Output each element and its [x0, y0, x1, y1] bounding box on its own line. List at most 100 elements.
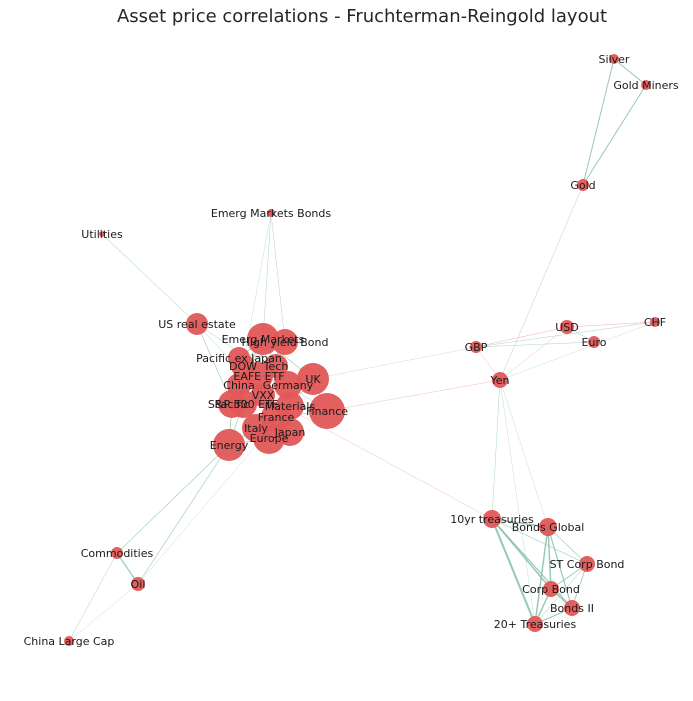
edge-yen-usd — [499, 326, 568, 381]
node-label-euro: Euro — [582, 336, 607, 349]
node-label-yen: Yen — [490, 374, 510, 387]
node-label-oil: Oil — [131, 578, 146, 591]
node-finance — [309, 393, 345, 429]
edge-oil-china-large-cap — [68, 583, 139, 642]
node-high-yield-bond — [272, 329, 298, 355]
edge-gold-yen — [499, 184, 584, 381]
edge-gbp-euro — [475, 341, 595, 348]
edge-utilities-us-real-estate — [101, 233, 198, 325]
nodes-layer — [64, 54, 660, 646]
node-label-utilities: Utilities — [81, 228, 123, 241]
edge-yen-chf — [499, 321, 656, 381]
edge-10yr-treasuries-bonds-global — [491, 518, 549, 528]
edge-emerg-markets-bonds-emerg-markets — [262, 212, 272, 340]
node-label-china: China — [223, 379, 254, 392]
node-oil — [131, 577, 145, 591]
node-corp-bond — [543, 581, 559, 597]
node-usd — [560, 320, 574, 334]
node-emerg-markets — [247, 323, 279, 355]
node-label-dow: DOW — [229, 360, 257, 373]
node-label-energy: Energy — [210, 439, 249, 452]
edge-10yr-treasuries-st-corp-bond — [491, 518, 588, 565]
node-label-europe: Europe — [250, 432, 289, 445]
node-china-large-cap — [64, 636, 74, 646]
edge-yen-bonds-global — [499, 379, 549, 528]
node-label-st-corp-bond: ST Corp Bond — [550, 558, 625, 571]
node-label-pacific-ex-japan: Pacific ex Japan — [196, 352, 282, 365]
edge-bonds-global-corp-bond — [547, 526, 552, 590]
edge-finance-yen — [326, 379, 501, 412]
node-gbp — [470, 341, 482, 353]
edge-vxx-10yr-treasuries — [262, 394, 493, 520]
node-pacific — [218, 390, 246, 418]
node-label-gold: Gold — [570, 179, 595, 192]
edge-usd-chf — [566, 321, 656, 328]
node-emerg-markets-bonds — [267, 209, 275, 217]
node-label-bonds-global: Bonds Global — [512, 521, 585, 534]
edge-bonds-global-20-treasuries — [534, 526, 549, 625]
node-germany — [274, 371, 302, 399]
node-10yr-treasuries — [483, 510, 501, 528]
node-europe — [253, 422, 285, 454]
labels-layer: Silver Gold Miners Gold Emerg Markets Bonds… — [24, 53, 679, 648]
edge-yen-20-treasuries — [499, 379, 536, 625]
node-label-vxx: VXX — [252, 389, 275, 402]
edge-oil-energy — [137, 444, 230, 585]
node-label-bonds-ii: Bonds II — [550, 602, 594, 615]
node-gold-miners — [641, 80, 651, 90]
node-euro — [588, 336, 600, 348]
edge-commodities-china-large-cap — [68, 552, 118, 642]
node-label-tech: Tech — [263, 360, 289, 373]
node-label-gold-miners: Gold Miners — [613, 79, 679, 92]
node-label-italy: Italy — [244, 422, 268, 435]
node-energy — [213, 429, 245, 461]
node-chf — [650, 317, 660, 327]
node-eafe-etf — [245, 362, 273, 390]
edge-emerg-markets-bonds-high-yield-bond — [270, 212, 286, 343]
node-gold — [577, 179, 589, 191]
node-label-commodities: Commodities — [81, 547, 154, 560]
edge-gbp-chf — [475, 321, 656, 348]
edge-10yr-treasuries-bonds-ii — [491, 518, 573, 609]
edge-usd-gbp — [475, 326, 568, 348]
node-label-finance: Finance — [306, 405, 348, 418]
node-20-treasuries — [527, 616, 543, 632]
node-label-chf: CHF — [644, 316, 666, 329]
edge-uk-gbp — [312, 346, 477, 380]
node-utilities — [99, 231, 105, 237]
node-label-france: France — [258, 411, 295, 424]
node-bonds-ii — [564, 600, 580, 616]
edge-10yr-treasuries-20-treasuries — [491, 518, 536, 625]
node-commodities — [111, 547, 123, 559]
edge-yen-10yr-treasuries — [491, 379, 501, 520]
node-label-germany: Germany — [263, 379, 314, 392]
edge-gold-miners-gold — [582, 84, 647, 186]
node-label-emerg-markets: Emerg Markets — [222, 333, 305, 346]
node-label-20-treasuries: 20+ Treasuries — [494, 618, 577, 631]
edge-st-corp-bond-20-treasuries — [534, 563, 588, 625]
edge-silver-gold-miners — [613, 58, 647, 86]
node-silver — [609, 54, 619, 64]
node-vxx — [251, 383, 275, 407]
node-label-us-real-estate: US real estate — [158, 318, 236, 331]
chart-title: Asset price correlations - Fruchterman-R… — [117, 6, 607, 27]
node-label-usd: USD — [555, 321, 579, 334]
node-label-sp500-etf: S&P 500 ETF — [208, 398, 278, 411]
node-label-corp-bond: Corp Bond — [522, 583, 580, 596]
node-label-eafe-etf: EAFE ETF — [233, 370, 284, 383]
node-st-corp-bond — [579, 556, 595, 572]
node-uk — [297, 363, 329, 395]
edges-layer — [68, 58, 656, 642]
node-label-china-large-cap: China Large Cap — [24, 635, 115, 648]
node-label-high-yield-bond: High yield Bond — [242, 336, 329, 349]
node-us-real-estate — [186, 313, 208, 335]
node-label-gbp: GBP — [465, 341, 488, 354]
edge-us-real-estate-pacific — [196, 323, 233, 405]
node-label-japan: Japan — [274, 426, 306, 439]
edge-silver-gold — [582, 58, 615, 186]
node-label-emerg-markets-bonds: Emerg Markets Bonds — [211, 207, 332, 220]
node-label-10yr-treasuries: 10yr treasuries — [450, 513, 534, 526]
node-label-silver: Silver — [599, 53, 630, 66]
edge-commodities-energy — [116, 444, 230, 554]
